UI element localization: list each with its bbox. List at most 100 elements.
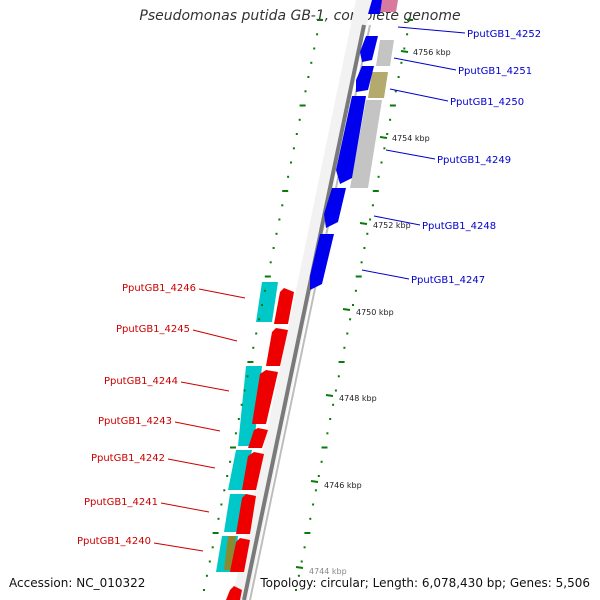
gene-label[interactable]: PputGB1_4248 (422, 221, 496, 232)
tick-dot (226, 475, 229, 477)
label-leader (180, 381, 230, 392)
topology-text: Topology: circular; Length: 6,078,430 bp… (260, 576, 590, 590)
reverse-aux-feature (256, 282, 278, 322)
tick-dot (314, 489, 317, 492)
label-leader (393, 57, 457, 71)
tick-dot (354, 289, 357, 292)
olive-feature (368, 72, 388, 98)
tick-dot (229, 460, 232, 463)
tick-mark (379, 136, 388, 139)
tick-mark (400, 50, 409, 53)
tick-dot (282, 190, 289, 192)
tick-dot (406, 33, 409, 36)
tick-dot (360, 261, 363, 264)
tick-dot (371, 204, 374, 207)
gene-label[interactable]: PputGB1_4240 (77, 536, 151, 547)
reverse-aux-feature (238, 366, 262, 446)
tick-dot (223, 489, 226, 492)
tick-dot (261, 304, 263, 306)
label-leader (174, 421, 221, 432)
gene-label[interactable]: PputGB1_4250 (450, 97, 524, 108)
label-leader (397, 26, 466, 34)
tick-mark (359, 222, 368, 225)
label-leader (373, 215, 421, 226)
reverse-cds (242, 452, 264, 490)
tick-dot (211, 546, 214, 549)
tick-dot (326, 432, 329, 435)
tick-dot (295, 133, 298, 135)
tick-dot (321, 446, 328, 449)
gene-label[interactable]: PputGB1_4247 (411, 275, 485, 286)
reverse-cds (266, 328, 288, 366)
gene-label[interactable]: PputGB1_4243 (98, 416, 172, 427)
tick-dot (397, 76, 400, 78)
tick-dot (205, 574, 208, 577)
tick-dot (377, 175, 380, 178)
label-leader (198, 288, 246, 299)
tick-dot (275, 232, 278, 235)
tick-label: 4748 kbp (339, 394, 377, 403)
tick-mark (295, 566, 304, 569)
tick-dot (303, 546, 306, 549)
tick-label: 4746 kbp (324, 481, 362, 490)
tick-dot (394, 90, 397, 93)
tick-label: 4750 kbp (356, 308, 394, 317)
forward-cds (360, 36, 378, 62)
grey-feature (350, 100, 382, 188)
tick-label: 4754 kbp (392, 134, 430, 143)
gene-label[interactable]: PputGB1_4242 (91, 453, 165, 464)
tick-dot (258, 318, 261, 321)
forward-cds (368, 0, 382, 14)
tick-dot (290, 161, 292, 164)
tick-dot (389, 104, 396, 107)
tick-dot (317, 19, 323, 21)
tick-dot (363, 247, 366, 249)
tick-dot (255, 332, 258, 335)
reverse-cds (230, 538, 250, 572)
gene-label[interactable]: PputGB1_4241 (84, 497, 158, 508)
tick-dot (352, 304, 354, 306)
gene-label[interactable]: PputGB1_4244 (104, 376, 178, 387)
gene-label[interactable]: PputGB1_4246 (122, 283, 196, 294)
tick-dot (304, 90, 307, 93)
tick-dot (295, 589, 297, 591)
tick-dot (338, 361, 345, 363)
tick-dot (220, 503, 223, 506)
tick-dot (389, 118, 392, 121)
tick-dot (247, 361, 254, 363)
tick-dot (298, 118, 301, 121)
tick-mark (342, 308, 351, 311)
tick-dot (346, 332, 349, 335)
reverse-cds (248, 428, 268, 448)
tick-dot (243, 389, 246, 392)
label-leader (192, 329, 238, 342)
tick-dot (386, 133, 389, 135)
label-leader (160, 502, 210, 513)
label-leader (167, 458, 216, 469)
reverse-cds (252, 370, 278, 424)
tick-dot (269, 261, 272, 264)
tick-mark (310, 480, 319, 483)
tick-dot (208, 560, 211, 563)
tick-dot (403, 47, 406, 50)
forward-cds (324, 188, 346, 228)
tick-dot (407, 19, 413, 21)
tick-dot (263, 289, 266, 292)
accession-text: Accession: NC_010322 (9, 576, 146, 590)
tick-dot (355, 275, 362, 278)
gene-label[interactable]: PputGB1_4249 (437, 155, 511, 166)
gene-label[interactable]: PputGB1_4252 (467, 29, 541, 40)
gene-label[interactable]: PputGB1_4251 (458, 66, 532, 77)
tick-dot (332, 403, 335, 406)
tick-dot (300, 560, 303, 563)
tick-dot (400, 61, 403, 64)
tick-dot (278, 218, 281, 221)
tick-dot (317, 475, 320, 477)
tick-dot (337, 375, 340, 378)
tick-dot (366, 232, 369, 235)
tick-label: 4744 kbp (309, 567, 347, 576)
gene-label[interactable]: PputGB1_4245 (116, 324, 190, 335)
reverse-gene-labels: PputGB1_4246 PputGB1_4245 PputGB1_4244 P… (77, 283, 246, 552)
tick-dot (349, 318, 352, 321)
